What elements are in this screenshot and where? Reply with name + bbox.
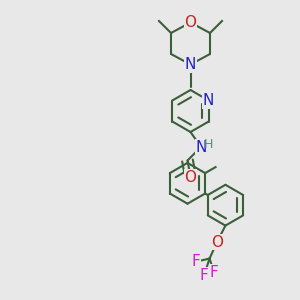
Text: O: O	[211, 235, 223, 250]
Text: F: F	[210, 265, 218, 280]
Text: N: N	[203, 93, 214, 108]
Text: F: F	[192, 254, 200, 269]
Text: N: N	[195, 140, 207, 154]
Text: N: N	[185, 57, 196, 72]
Text: O: O	[184, 169, 196, 184]
Text: H: H	[204, 138, 213, 151]
Text: F: F	[200, 268, 208, 283]
Text: O: O	[184, 15, 196, 30]
